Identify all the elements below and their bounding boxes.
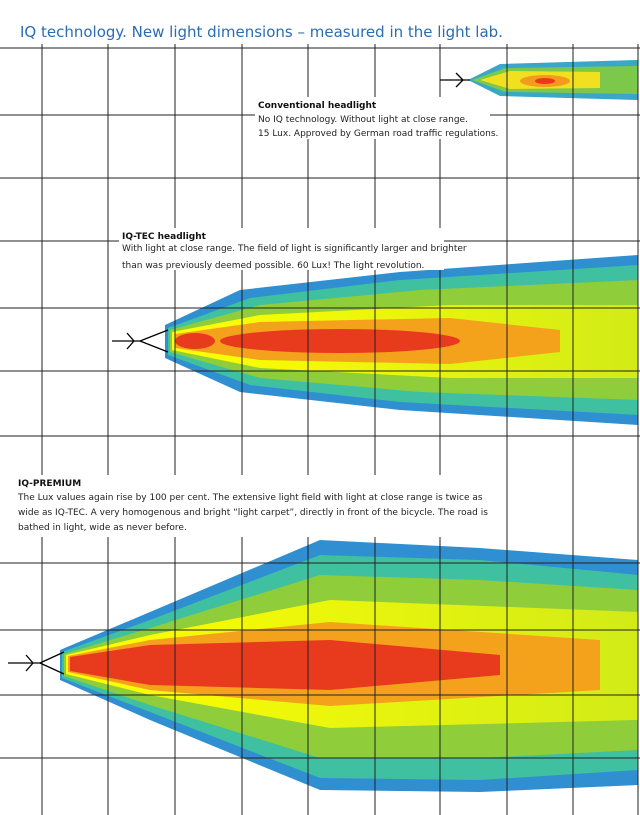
beam-conventional — [468, 60, 638, 100]
section-text: bathed in light, wide as never before. — [18, 523, 187, 533]
grid — [0, 44, 640, 815]
text-bg — [255, 97, 490, 139]
section-text: 15 Lux. Approved by German road traffic … — [258, 129, 498, 139]
section-heading: Conventional headlight — [258, 101, 377, 111]
text-bg — [14, 475, 484, 537]
section-text: No IQ technology. Without light at close… — [258, 115, 468, 125]
bike-arrows — [8, 72, 470, 675]
section-heading: IQ-PREMIUM — [18, 479, 81, 489]
section-text: The Lux values again rise by 100 per cen… — [17, 493, 483, 503]
text-bg — [119, 228, 444, 270]
section-heading: IQ-TEC headlight — [122, 232, 207, 242]
beam-iq-tec — [165, 255, 638, 425]
beam-iq-premium — [60, 540, 638, 792]
page-title: IQ technology. New light dimensions – me… — [20, 23, 503, 41]
section-text: wide as IQ-TEC. A very homogenous and br… — [18, 508, 488, 518]
section-text: With light at close range. The field of … — [122, 244, 467, 254]
section-text: than was previously deemed possible. 60 … — [122, 261, 424, 271]
